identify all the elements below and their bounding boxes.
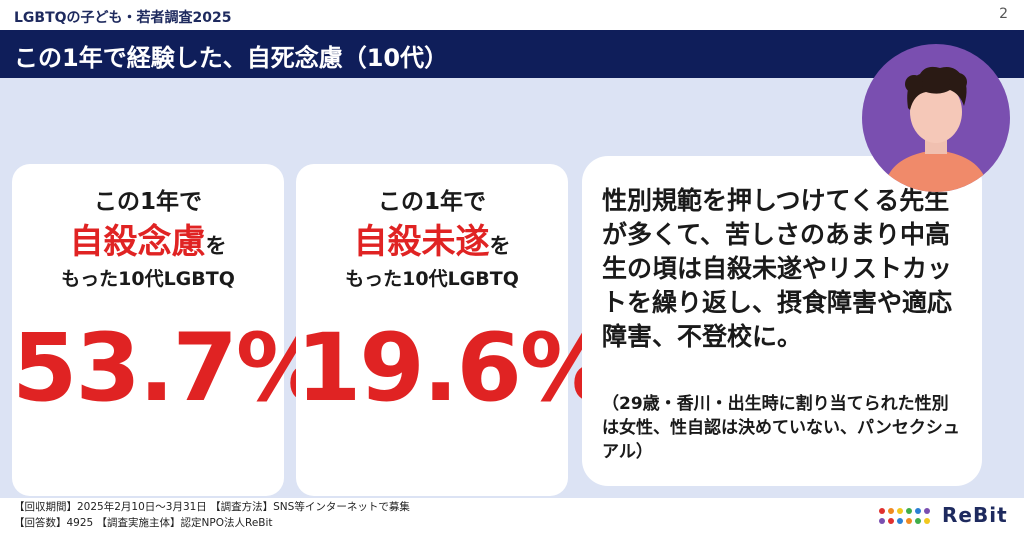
footer-line2: 【回答数】4925 【調査実施主体】認定NPO法人ReBit <box>14 517 273 529</box>
content-area: この1年で 自殺念慮を もった10代LGBTQ 53.7% この1年で 自殺未遂… <box>0 78 1024 498</box>
stat-card-suffix: を <box>205 234 227 258</box>
stat-card-attempt: この1年で 自殺未遂を もった10代LGBTQ 19.6% <box>296 164 614 496</box>
stat-card-suffix: を <box>489 234 511 258</box>
quote-text: 性別規範を押しつけてくる先生が多くて、苦しさのあまり中高生の頃は自殺未遂やリスト… <box>602 186 953 351</box>
footer: 【回収期間】2025年2月10日〜3月31日 【調査方法】SNS等インターネット… <box>14 499 410 531</box>
survey-title: LGBTQの子ども・若者調査2025 <box>14 10 232 26</box>
stat-card-highlight: 自殺念慮 <box>69 222 206 262</box>
stat-card-line1: この1年で <box>93 189 202 215</box>
logo-dots-icon <box>879 508 930 524</box>
stat-card-line2: 自殺念慮を <box>12 214 284 263</box>
stat-card-value: 19.6% <box>296 314 614 423</box>
stat-card-highlight: 自殺未遂 <box>353 222 490 262</box>
stat-card-line3: もった10代LGBTQ <box>345 268 519 290</box>
stat-card-line2: 自殺未遂を <box>296 214 568 263</box>
footer-line1: 【回収期間】2025年2月10日〜3月31日 【調査方法】SNS等インターネット… <box>14 501 410 513</box>
person-avatar-icon <box>862 44 1010 192</box>
quote-card: 性別規範を押しつけてくる先生が多くて、苦しさのあまり中高生の頃は自殺未遂やリスト… <box>582 156 982 486</box>
slide-title: この1年で経験した、自死念慮（10代） <box>14 44 449 72</box>
stat-card-line1: この1年で <box>377 189 486 215</box>
stat-card-line3: もった10代LGBTQ <box>61 268 235 290</box>
logo-text: ReBit <box>942 503 1008 527</box>
avatar <box>862 44 1010 192</box>
title-bar: この1年で経験した、自死念慮（10代） <box>0 30 1024 78</box>
stat-card-ideation: この1年で 自殺念慮を もった10代LGBTQ 53.7% <box>12 164 330 496</box>
page-number: 2 <box>999 6 1008 22</box>
quote-attribution: （29歳・香川・出生時に割り当てられた性別は女性、性自認は決めていない、パンセク… <box>602 394 960 462</box>
stat-card-value: 53.7% <box>12 314 330 423</box>
rebit-logo: ReBit <box>878 503 1008 530</box>
